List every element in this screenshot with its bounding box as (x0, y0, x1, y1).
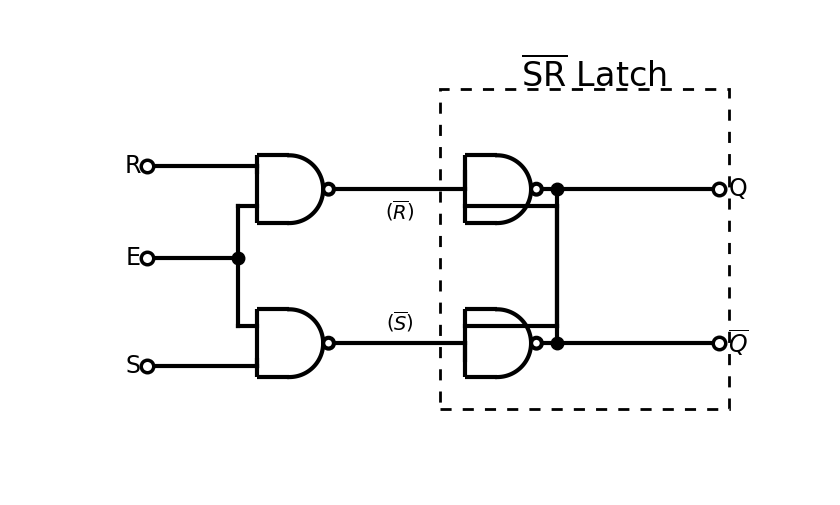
Text: S: S (126, 355, 141, 378)
Text: Q: Q (728, 177, 748, 201)
Text: $(\overline{S})$: $(\overline{S})$ (386, 309, 413, 334)
Circle shape (531, 338, 542, 348)
Circle shape (531, 184, 542, 194)
Text: $\overline{\mathrm{SR}}$ Latch: $\overline{\mathrm{SR}}$ Latch (521, 57, 667, 94)
Text: R: R (124, 154, 141, 178)
Text: $(\overline{R})$: $(\overline{R})$ (385, 198, 414, 223)
Circle shape (323, 338, 334, 348)
Circle shape (323, 184, 334, 194)
Text: E: E (126, 246, 141, 271)
Text: $\overline{Q}$: $\overline{Q}$ (728, 328, 749, 358)
